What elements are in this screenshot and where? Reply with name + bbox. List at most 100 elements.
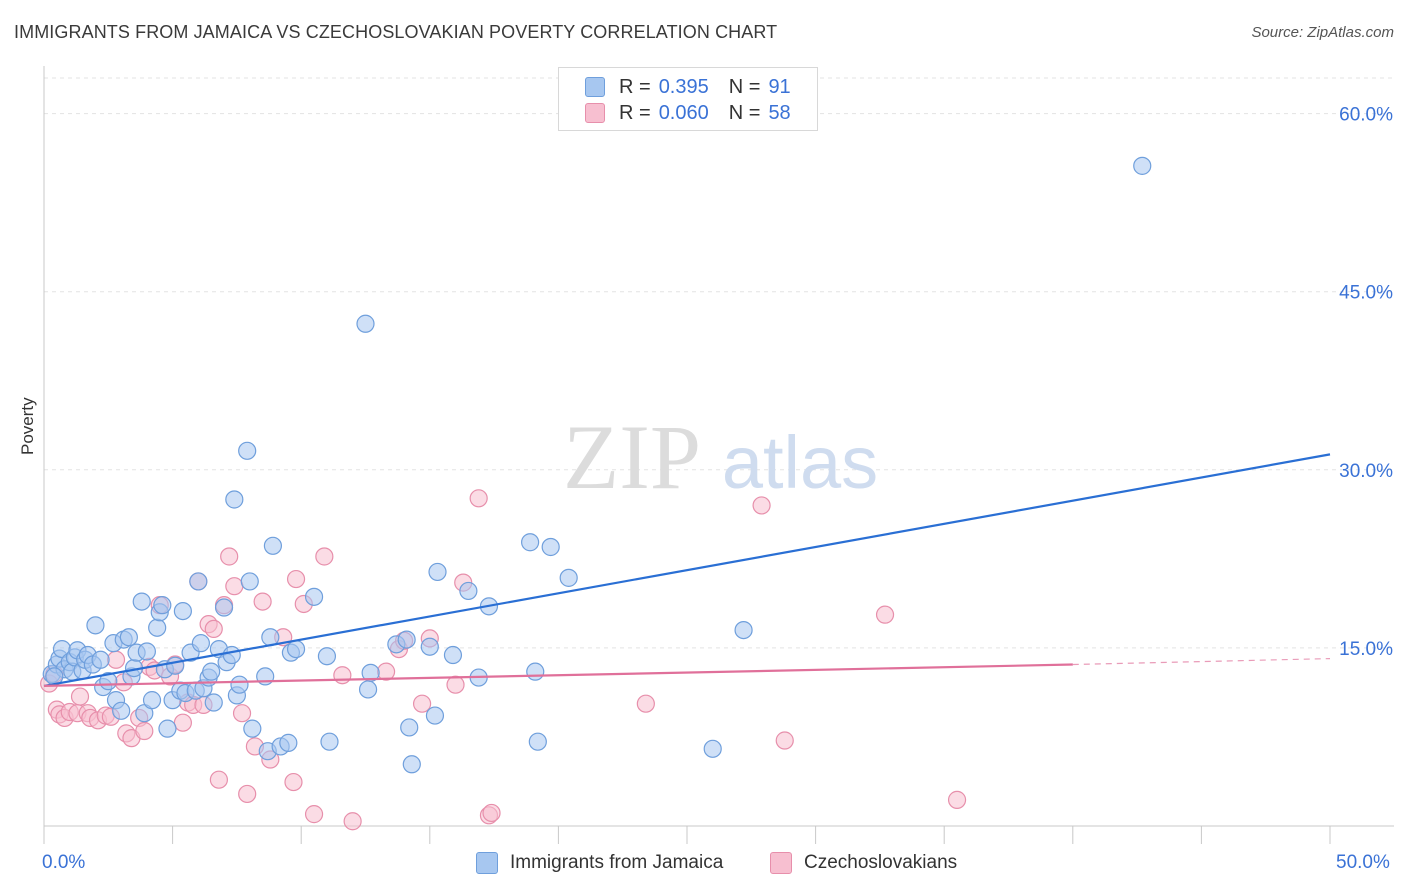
y-axis-label: Poverty xyxy=(18,397,37,455)
point-blue-74 xyxy=(402,755,421,774)
point-pink-41 xyxy=(284,772,303,792)
y-tick-label-15: 15.0% xyxy=(1339,639,1393,660)
bottom-legend-label-pink: Czechoslovakians xyxy=(804,852,958,873)
point-pink-47 xyxy=(343,812,362,831)
y-tick-labels: 15.0% 30.0% 45.0% 60.0% xyxy=(1339,105,1393,660)
legend-r-label: R = xyxy=(619,101,651,124)
point-blue-72 xyxy=(397,630,416,649)
watermark-atlas: atlas xyxy=(722,421,878,504)
point-pink-36 xyxy=(238,784,257,804)
point-pink-61 xyxy=(875,605,895,624)
bottom-legend-label-blue: Immigrants from Jamaica xyxy=(510,852,724,873)
point-blue-21 xyxy=(119,628,138,647)
legend-r-value-blue: 0.395 xyxy=(658,75,709,98)
point-blue-45 xyxy=(202,662,221,681)
point-blue-79 xyxy=(459,581,478,601)
point-blue-76 xyxy=(425,706,445,725)
point-blue-73 xyxy=(400,718,419,737)
point-blue-37 xyxy=(173,601,192,621)
point-pink-45 xyxy=(315,547,334,566)
point-blue-33 xyxy=(158,719,177,738)
chart-source: Source: ZipAtlas.com xyxy=(1251,24,1394,41)
point-blue-66 xyxy=(317,647,337,666)
legend-swatch-blue xyxy=(585,77,605,97)
point-blue-53 xyxy=(230,675,249,694)
point-pink-31 xyxy=(209,770,228,789)
point-blue-62 xyxy=(279,733,298,752)
x-axis-max-label: 50.0% xyxy=(1336,852,1390,873)
point-pink-33 xyxy=(220,547,239,566)
point-blue-89 xyxy=(1133,156,1152,175)
y-tick-label-45: 45.0% xyxy=(1339,283,1393,304)
legend-r-value-pink: 0.060 xyxy=(658,101,709,124)
point-blue-48 xyxy=(214,598,234,617)
point-blue-84 xyxy=(528,732,547,751)
point-blue-56 xyxy=(243,719,262,738)
point-blue-41 xyxy=(189,572,208,591)
point-pink-60 xyxy=(775,731,794,750)
y-tick-label-30: 30.0% xyxy=(1339,461,1393,482)
point-blue-14 xyxy=(91,650,110,669)
legend-row-blue: R = 0.395 N = 91 xyxy=(585,75,791,99)
point-blue-85 xyxy=(541,537,560,557)
bottom-legend-swatch-blue xyxy=(476,852,498,874)
point-blue-50 xyxy=(222,645,241,665)
legend-swatch-pink xyxy=(585,103,605,123)
axes xyxy=(43,66,1394,844)
correlation-legend: R = 0.395 N = 91 R = 0.060 N = 58 xyxy=(558,67,818,131)
point-blue-54 xyxy=(238,441,257,460)
trend-line-czechoslovakians xyxy=(43,663,1073,687)
legend-n-label: N = xyxy=(728,75,761,98)
point-blue-29 xyxy=(148,618,167,637)
point-blue-77 xyxy=(428,562,447,582)
bottom-legend-pink: Czechoslovakians xyxy=(770,852,957,874)
point-pink-38 xyxy=(253,592,272,611)
point-blue-55 xyxy=(240,572,259,591)
point-pink-62 xyxy=(947,790,967,809)
point-pink-59 xyxy=(636,694,655,713)
point-blue-60 xyxy=(263,536,283,555)
point-blue-46 xyxy=(204,693,223,712)
point-pink-57 xyxy=(482,803,501,823)
point-blue-83 xyxy=(526,662,545,681)
point-pink-53 xyxy=(446,675,465,694)
legend-r-label: R = xyxy=(619,75,651,98)
point-pink-58 xyxy=(752,496,771,515)
trend-line-jamaica xyxy=(43,453,1331,687)
point-pink-30 xyxy=(204,619,223,639)
point-blue-51 xyxy=(225,490,244,509)
bottom-legend-blue: Immigrants from Jamaica xyxy=(476,852,723,874)
point-blue-67 xyxy=(320,732,339,751)
point-blue-87 xyxy=(703,739,722,758)
point-pink-55 xyxy=(469,489,488,508)
grid-lines xyxy=(44,77,1394,649)
trend-lines xyxy=(43,453,1331,687)
legend-n-label: N = xyxy=(728,101,761,124)
point-pink-42 xyxy=(286,569,306,589)
point-blue-88 xyxy=(734,620,753,640)
point-blue-86 xyxy=(559,568,578,587)
point-blue-78 xyxy=(443,645,463,665)
point-blue-68 xyxy=(356,314,375,333)
point-pink-24 xyxy=(173,713,192,732)
point-blue-35 xyxy=(166,656,185,675)
chart-title: IMMIGRANTS FROM JAMAICA VS CZECHOSLOVAKI… xyxy=(14,22,778,42)
point-blue-64 xyxy=(286,639,306,659)
point-pink-44 xyxy=(304,805,324,824)
y-tick-label-60: 60.0% xyxy=(1339,105,1393,126)
point-blue-70 xyxy=(361,663,380,682)
point-blue-28 xyxy=(142,691,162,710)
bottom-legend-swatch-pink xyxy=(770,852,792,874)
watermark-zip: ZIP xyxy=(563,406,701,508)
legend-row-pink: R = 0.060 N = 58 xyxy=(585,101,791,125)
point-pink-7 xyxy=(70,687,90,706)
point-pink-34 xyxy=(225,577,244,596)
trend-line-czechoslovakians-extension xyxy=(1072,657,1331,666)
point-blue-25 xyxy=(132,592,151,611)
point-pink-18 xyxy=(135,721,154,741)
point-pink-13 xyxy=(106,650,126,669)
point-pink-35 xyxy=(232,704,252,723)
zipatlas-watermark: ZIP atlas xyxy=(563,406,878,508)
point-pink-51 xyxy=(412,694,432,713)
